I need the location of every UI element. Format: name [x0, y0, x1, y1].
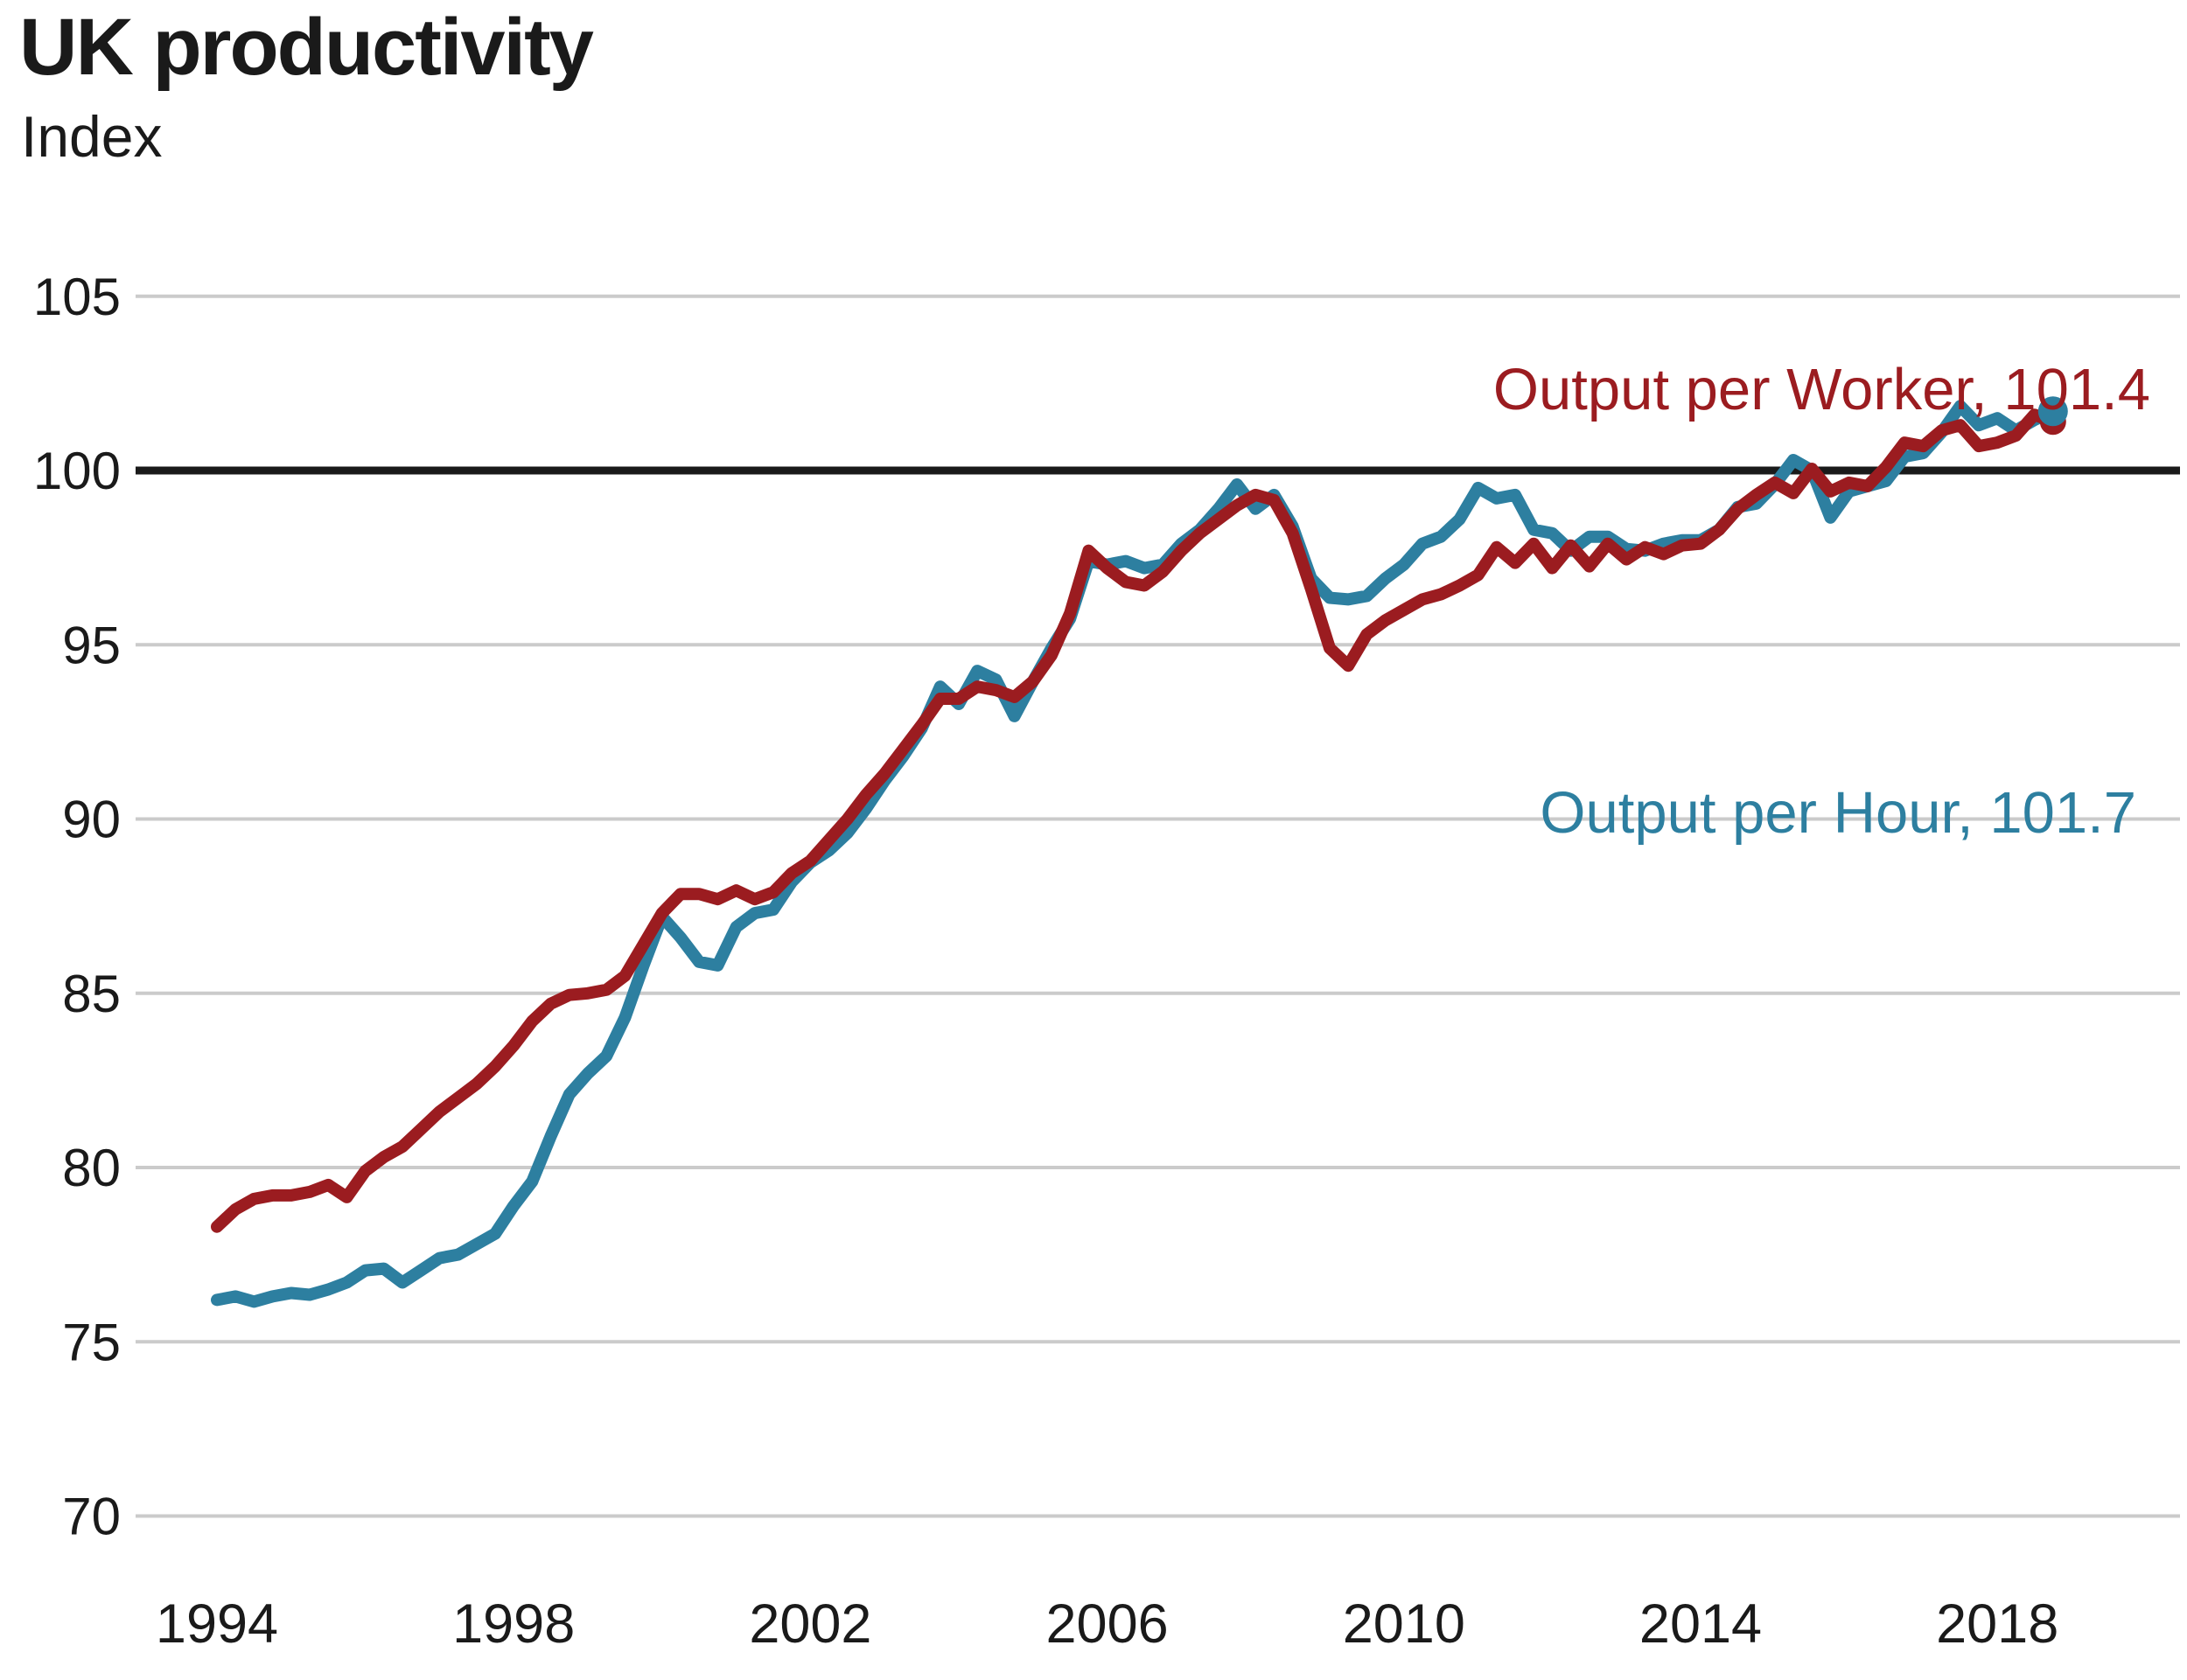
x-tick-label-2014: 2014 [1639, 1593, 1762, 1655]
label-output-per-hour: Output per Hour, 101.7 [1540, 780, 2136, 846]
y-tick-label-100: 100 [33, 442, 121, 500]
chart-subtitle: Index [21, 104, 163, 169]
y-tick-label-90: 90 [62, 791, 121, 849]
x-tick-label-1994: 1994 [156, 1593, 278, 1655]
x-tick-label-2010: 2010 [1343, 1593, 1465, 1655]
x-tick-label-2002: 2002 [749, 1593, 871, 1655]
chart-title: UK productivity [19, 3, 594, 92]
x-tick-label-2006: 2006 [1046, 1593, 1169, 1655]
x-axis-tick-labels: 1994 1998 2002 2006 2010 2014 2018 [156, 1593, 2058, 1655]
line-output-per-worker [211, 408, 2059, 1233]
y-tick-label-105: 105 [33, 268, 121, 326]
x-tick-label-2018: 2018 [1936, 1593, 2058, 1655]
gridlines-group [136, 294, 2180, 1518]
y-axis-tick-labels: 70 75 80 85 90 95 100 105 [33, 268, 121, 1546]
y-tick-label-85: 85 [62, 965, 121, 1023]
y-tick-label-75: 75 [62, 1313, 121, 1371]
label-output-per-worker: Output per Worker, 101.4 [1493, 357, 2150, 422]
y-tick-label-70: 70 [62, 1488, 121, 1546]
y-tick-label-95: 95 [62, 616, 121, 674]
x-tick-label-1998: 1998 [452, 1593, 575, 1655]
y-tick-label-80: 80 [62, 1139, 121, 1197]
end-dot-output-per-hour [2037, 396, 2068, 427]
series-end-dots-group [2037, 396, 2068, 436]
series-lines-group [211, 400, 2059, 1308]
